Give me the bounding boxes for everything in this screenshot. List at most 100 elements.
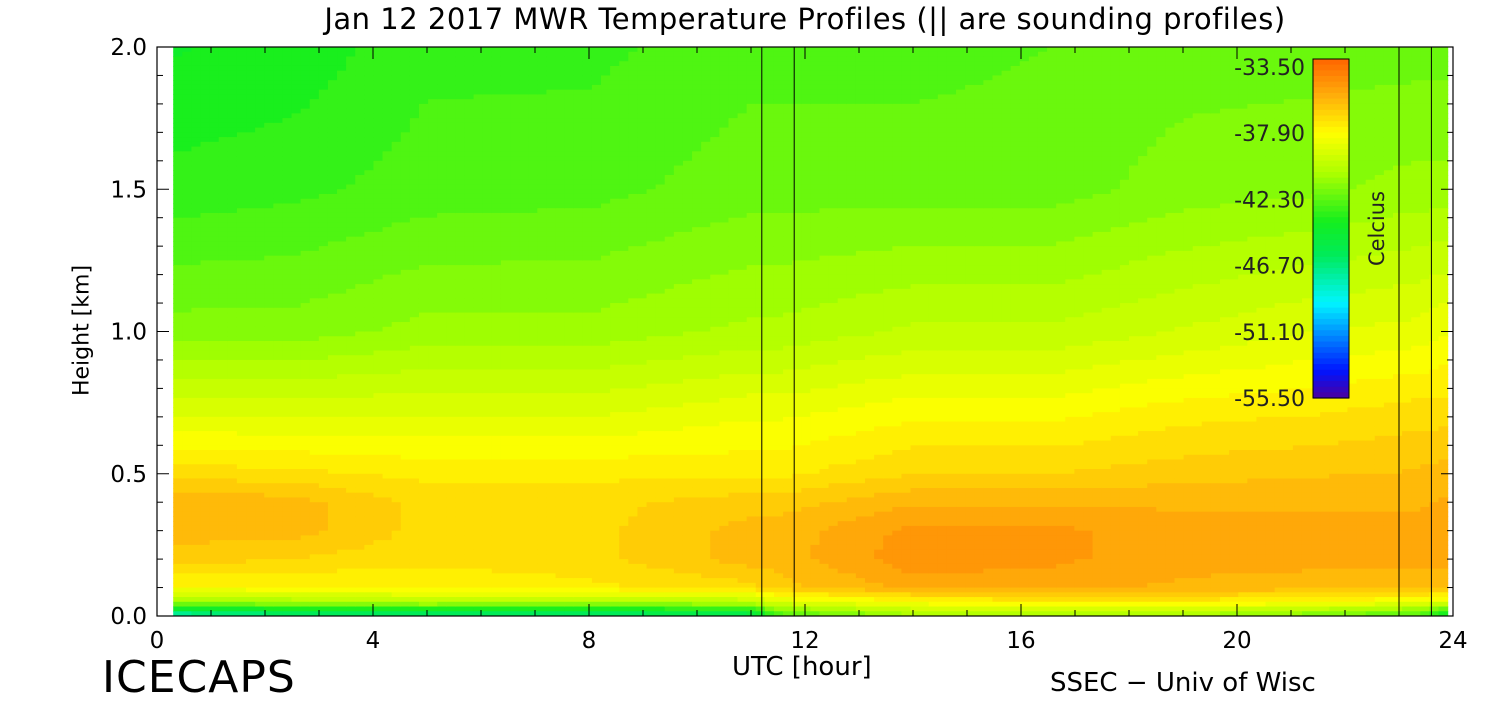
heatmap-cell <box>391 350 402 356</box>
heatmap-cell <box>282 47 293 53</box>
heatmap-cell <box>519 435 529 442</box>
heatmap-cell <box>337 103 347 110</box>
heatmap-cell <box>519 193 529 200</box>
heatmap-cell <box>282 530 293 536</box>
heatmap-cell <box>373 350 384 356</box>
heatmap-cell <box>273 497 284 503</box>
heatmap-cell <box>300 65 311 72</box>
heatmap-cell <box>418 397 429 404</box>
heatmap-cell <box>327 80 338 86</box>
heatmap-cell <box>300 231 311 238</box>
heatmap-cell <box>510 378 520 385</box>
heatmap-cell <box>464 525 475 532</box>
heatmap-cell <box>418 568 429 574</box>
heatmap-cell <box>355 151 365 157</box>
heatmap-cell <box>455 51 466 58</box>
heatmap-cell <box>264 241 274 247</box>
heatmap-cell <box>355 175 365 181</box>
heatmap-cell <box>464 412 475 418</box>
heatmap-cell <box>528 578 538 584</box>
heatmap-cell <box>273 94 284 100</box>
heatmap-cell <box>282 303 293 309</box>
heatmap-cell <box>510 99 520 105</box>
heatmap-cell <box>255 535 265 541</box>
heatmap-cell <box>464 317 475 323</box>
heatmap-cell <box>537 388 548 394</box>
heatmap-cell <box>227 388 238 394</box>
heatmap-cell <box>418 212 429 219</box>
heatmap-cell <box>446 141 456 148</box>
heatmap-cell <box>500 355 511 361</box>
heatmap-cell <box>218 492 229 499</box>
heatmap-cell <box>510 445 520 451</box>
heatmap-cell <box>182 222 192 228</box>
heatmap-cell <box>282 506 293 513</box>
heatmap-cell <box>218 459 229 465</box>
heatmap-cell <box>291 506 302 513</box>
heatmap-cell <box>418 592 429 598</box>
heatmap-cell <box>382 374 393 380</box>
heatmap-cell <box>282 94 293 100</box>
heatmap-cell <box>437 108 447 114</box>
heatmap-cell <box>528 402 538 408</box>
heatmap-cell <box>491 84 502 91</box>
heatmap-cell <box>528 345 538 352</box>
heatmap-cell <box>482 108 493 114</box>
heatmap-cell <box>318 573 329 579</box>
heatmap-cell <box>391 331 402 337</box>
heatmap-cell <box>510 241 520 247</box>
heatmap-cell <box>364 506 375 513</box>
heatmap-cell <box>364 303 375 309</box>
heatmap-cell <box>200 502 211 508</box>
heatmap-cell <box>200 407 211 413</box>
heatmap-cell <box>209 70 220 77</box>
heatmap-cell <box>264 549 274 555</box>
heatmap-cell <box>264 108 274 114</box>
heatmap-cell <box>491 99 502 105</box>
heatmap-cell <box>173 350 183 356</box>
heatmap-cell <box>510 540 520 546</box>
heatmap-cell <box>218 355 229 361</box>
heatmap-cell <box>446 165 456 171</box>
heatmap-cell <box>191 497 202 503</box>
heatmap-cell <box>373 217 384 224</box>
heatmap-cell <box>318 388 329 394</box>
heatmap-cell <box>309 374 320 380</box>
heatmap-cell <box>209 217 220 224</box>
heatmap-cell <box>255 506 265 513</box>
heatmap-cell <box>291 407 302 413</box>
heatmap-cell <box>491 255 502 261</box>
heatmap-cell <box>200 388 211 394</box>
heatmap-cell <box>519 284 529 290</box>
heatmap-cell <box>364 75 375 81</box>
heatmap-cell <box>510 170 520 176</box>
heatmap-cell <box>355 193 365 200</box>
heatmap-cell <box>227 236 238 243</box>
heatmap-cell <box>491 388 502 394</box>
heatmap-cell <box>510 450 520 456</box>
heatmap-cell <box>418 511 429 518</box>
heatmap-cell <box>182 141 192 148</box>
heatmap-cell <box>409 156 420 162</box>
heatmap-cell <box>173 544 183 551</box>
heatmap-cell <box>227 217 238 224</box>
heatmap-cell <box>173 265 183 271</box>
heatmap-cell <box>473 393 484 399</box>
heatmap-cell <box>264 208 274 214</box>
heatmap-cell <box>337 416 347 423</box>
heatmap-cell <box>382 70 393 77</box>
heatmap-cell <box>446 431 456 437</box>
heatmap-cell <box>464 222 475 228</box>
heatmap-cell <box>546 350 557 356</box>
heatmap-cell <box>191 146 202 152</box>
heatmap-cell <box>246 250 256 257</box>
heatmap-cell <box>255 132 265 138</box>
heatmap-cell <box>327 364 338 371</box>
heatmap-cell <box>291 459 302 465</box>
heatmap-cell <box>446 459 456 465</box>
heatmap-cell <box>191 573 202 579</box>
heatmap-cell <box>519 260 529 266</box>
heatmap-cell <box>400 506 411 513</box>
heatmap-cell <box>309 127 320 133</box>
heatmap-cell <box>318 288 329 295</box>
